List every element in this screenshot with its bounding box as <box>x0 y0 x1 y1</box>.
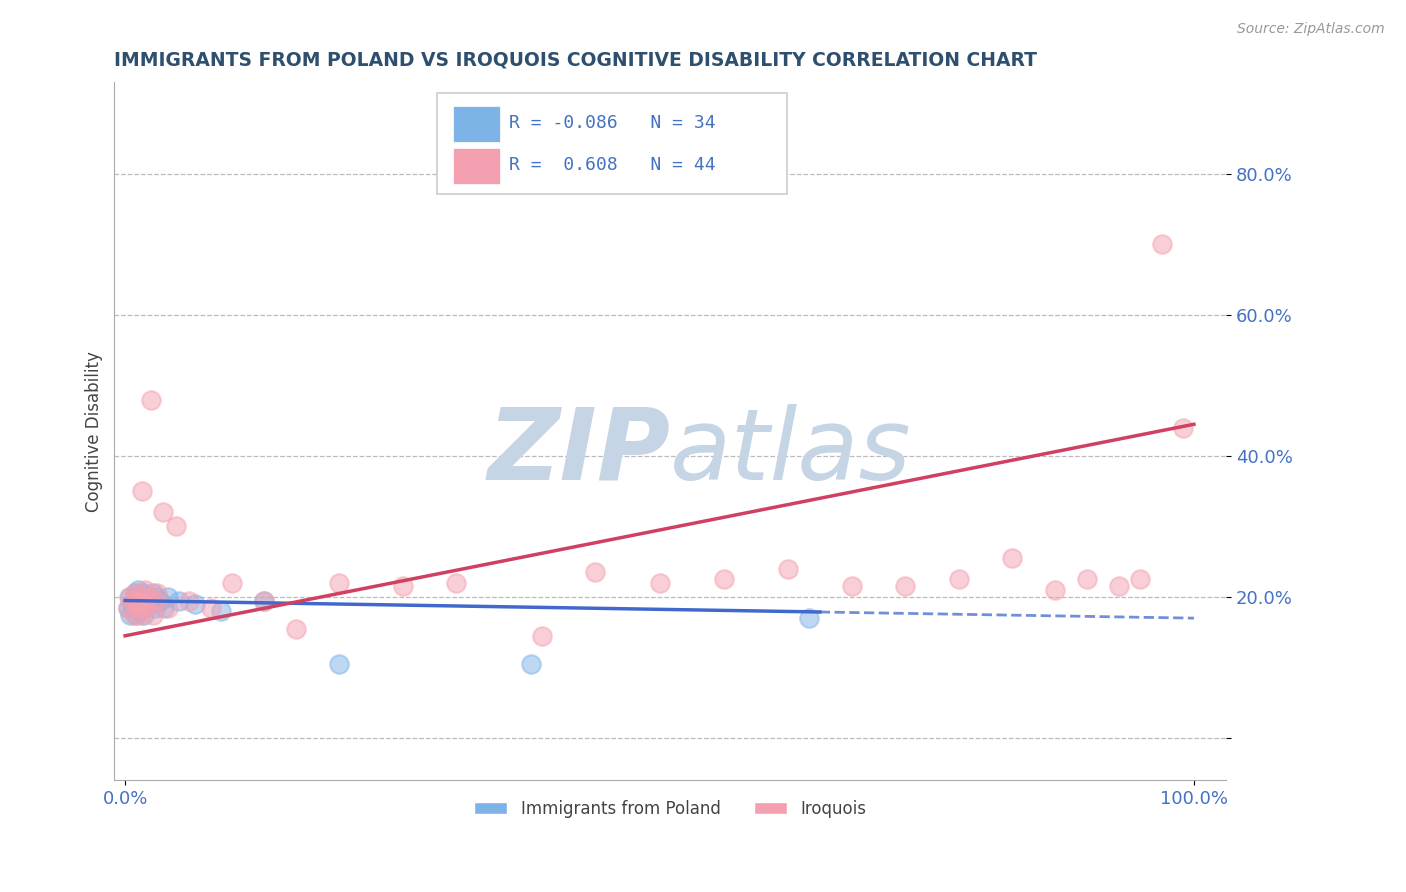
Y-axis label: Cognitive Disability: Cognitive Disability <box>86 351 103 512</box>
Point <box>124 586 146 600</box>
Point <box>117 600 139 615</box>
Point <box>328 657 350 671</box>
Point <box>841 579 863 593</box>
Point <box>948 573 970 587</box>
FancyBboxPatch shape <box>437 93 787 194</box>
Point <box>253 593 276 607</box>
Point <box>121 593 143 607</box>
Text: R =  0.608   N = 44: R = 0.608 N = 44 <box>509 156 716 174</box>
Point <box>135 600 157 615</box>
Point <box>392 579 415 593</box>
Point <box>1129 573 1152 587</box>
Point <box>713 573 735 587</box>
Point <box>134 582 156 597</box>
Text: IMMIGRANTS FROM POLAND VS IROQUOIS COGNITIVE DISABILITY CORRELATION CHART: IMMIGRANTS FROM POLAND VS IROQUOIS COGNI… <box>114 51 1038 70</box>
Point <box>1001 551 1024 566</box>
Point <box>183 597 205 611</box>
Point <box>797 611 820 625</box>
Point <box>121 597 143 611</box>
Point <box>146 590 169 604</box>
Point <box>120 607 142 622</box>
Point <box>125 593 148 607</box>
FancyBboxPatch shape <box>454 106 501 142</box>
Point <box>143 600 166 615</box>
Point <box>134 593 156 607</box>
Point <box>648 575 671 590</box>
Point <box>134 597 156 611</box>
Point <box>146 586 169 600</box>
Point <box>152 600 174 615</box>
Text: Source: ZipAtlas.com: Source: ZipAtlas.com <box>1237 22 1385 37</box>
Point <box>221 575 243 590</box>
Point <box>1150 237 1173 252</box>
FancyBboxPatch shape <box>454 148 501 184</box>
Point <box>121 593 143 607</box>
Point <box>122 600 145 615</box>
Point <box>127 582 149 597</box>
Text: atlas: atlas <box>671 404 912 500</box>
Point <box>131 484 153 499</box>
Point <box>583 566 606 580</box>
Point <box>1043 582 1066 597</box>
Point <box>124 586 146 600</box>
Legend: Immigrants from Poland, Iroquois: Immigrants from Poland, Iroquois <box>467 793 873 824</box>
Point <box>520 657 543 671</box>
Point <box>125 607 148 622</box>
Point <box>156 590 179 604</box>
Point <box>118 590 141 604</box>
Point <box>129 590 152 604</box>
Point <box>138 597 160 611</box>
Point <box>167 593 190 607</box>
Point <box>117 600 139 615</box>
Point <box>138 590 160 604</box>
Point <box>139 392 162 407</box>
Point <box>135 600 157 615</box>
Point <box>253 593 276 607</box>
Point <box>132 586 155 600</box>
Point <box>128 604 150 618</box>
Text: R = -0.086   N = 34: R = -0.086 N = 34 <box>509 114 716 132</box>
Point <box>156 600 179 615</box>
Point <box>134 607 156 622</box>
Point <box>143 593 166 607</box>
Point <box>128 590 150 604</box>
Point <box>125 593 148 607</box>
Point <box>200 600 222 615</box>
Point <box>122 607 145 622</box>
Point <box>328 575 350 590</box>
Point <box>139 593 162 607</box>
Point <box>285 622 308 636</box>
Point <box>1076 573 1098 587</box>
Text: ZIP: ZIP <box>488 404 671 500</box>
Point <box>129 597 152 611</box>
Point <box>120 590 142 604</box>
Point <box>530 629 553 643</box>
Point <box>149 593 172 607</box>
Point <box>894 579 917 593</box>
Point <box>131 600 153 615</box>
Point <box>1173 421 1195 435</box>
Point <box>142 586 165 600</box>
Point <box>142 607 165 622</box>
Point <box>776 562 799 576</box>
Point <box>129 607 152 622</box>
Point <box>209 604 232 618</box>
Point <box>136 590 159 604</box>
Point <box>446 575 468 590</box>
Point <box>1108 579 1130 593</box>
Point <box>152 505 174 519</box>
Point <box>179 593 201 607</box>
Point <box>165 519 187 533</box>
Point <box>127 600 149 615</box>
